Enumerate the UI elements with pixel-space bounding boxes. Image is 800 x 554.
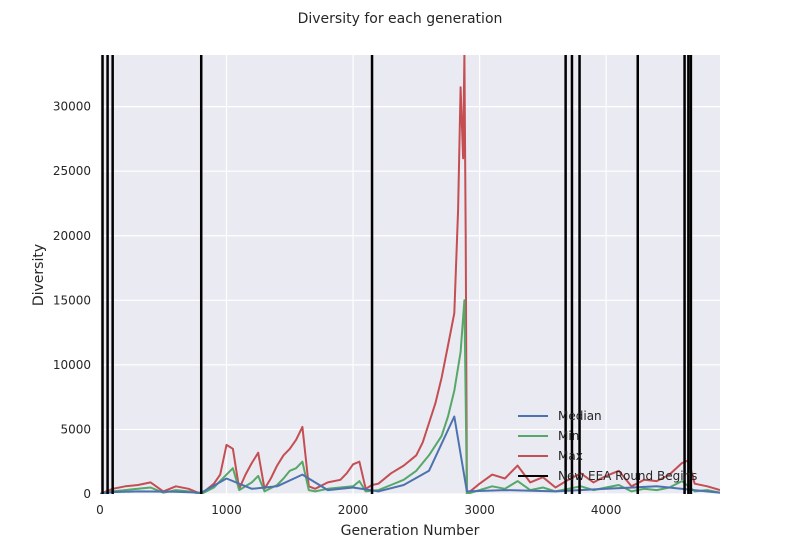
round-markers (101, 55, 693, 494)
x-tick-label: 3000 (464, 503, 495, 517)
y-tick-label: 5000 (60, 422, 91, 436)
y-axis-label: Diversity (31, 244, 47, 306)
series-layer (100, 55, 720, 494)
y-tick-label: 20000 (53, 229, 91, 243)
legend-label: Min (558, 429, 579, 443)
legend-label: New EEA Round Begins (558, 469, 697, 483)
series-line-median (100, 415, 720, 494)
y-tick-label: 30000 (53, 100, 91, 114)
chart-title: Diversity for each generation (298, 11, 503, 27)
y-tick-label: 25000 (53, 164, 91, 178)
legend-label: Median (558, 409, 602, 423)
x-axis-label: Generation Number (341, 523, 480, 539)
axis-ticks: 0 1000 2000 3000 4000 0 5000 10000 15000 20000 250… (53, 100, 622, 517)
x-tick-label: 1000 (211, 503, 242, 517)
series-line-max (100, 55, 720, 494)
y-tick-label: 15000 (53, 293, 91, 307)
y-tick-label: 10000 (53, 358, 91, 372)
x-tick-label: 4000 (591, 503, 622, 517)
legend-label: Max (558, 449, 583, 463)
plot-background (100, 55, 720, 494)
x-tick-label: 2000 (338, 503, 369, 517)
y-tick-label: 0 (83, 487, 91, 501)
x-tick-label: 0 (96, 503, 104, 517)
legend: Median Min Max New EEA Round Begins (518, 409, 697, 483)
